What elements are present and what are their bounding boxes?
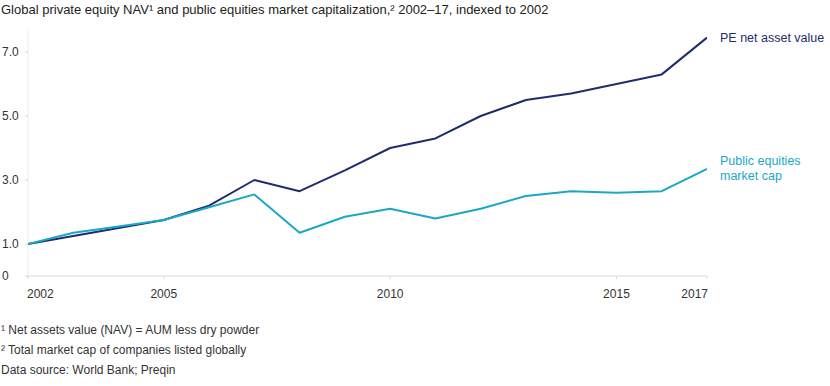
x-tick bbox=[707, 276, 708, 279]
x-tick-label: 2015 bbox=[603, 287, 630, 301]
series-line bbox=[28, 169, 707, 244]
x-tick bbox=[616, 276, 617, 279]
x-tick bbox=[163, 276, 164, 279]
y-tick bbox=[25, 52, 28, 53]
y-tick-label: 0 bbox=[2, 269, 9, 283]
series-label-line: PE net asset value bbox=[720, 31, 824, 45]
series-label-line: Public equities bbox=[720, 154, 801, 168]
footnote: ² Total market cap of companies listed g… bbox=[1, 343, 246, 357]
series-label: PE net asset value bbox=[720, 31, 824, 45]
x-tick bbox=[390, 276, 391, 279]
y-tick-label: 3.0 bbox=[2, 173, 19, 187]
series-label-line: market cap bbox=[720, 169, 782, 183]
series-line bbox=[28, 38, 707, 244]
y-tick-label: 7.0 bbox=[2, 45, 19, 59]
footnote: ¹ Net assets value (NAV) = AUM less dry … bbox=[1, 323, 259, 337]
y-axis bbox=[28, 30, 29, 276]
y-tick-label: 1.0 bbox=[2, 237, 19, 251]
x-axis bbox=[28, 276, 707, 277]
x-tick-label: 2017 bbox=[681, 287, 708, 301]
chart: Global private equity NAV¹ and public eq… bbox=[0, 0, 830, 386]
title: Global private equity NAV¹ and public eq… bbox=[1, 2, 549, 17]
y-tick bbox=[25, 244, 28, 245]
x-tick-label: 2002 bbox=[27, 287, 54, 301]
series-label: Public equitiesmarket cap bbox=[720, 154, 801, 183]
footnote: Data source: World Bank; Preqin bbox=[1, 363, 176, 377]
plot-area bbox=[28, 38, 707, 244]
y-tick bbox=[25, 180, 28, 181]
x-tick-label: 2010 bbox=[377, 287, 404, 301]
x-tick-label: 2005 bbox=[150, 287, 177, 301]
y-tick bbox=[25, 116, 28, 117]
y-tick-label: 5.0 bbox=[2, 109, 19, 123]
x-tick bbox=[28, 276, 29, 279]
